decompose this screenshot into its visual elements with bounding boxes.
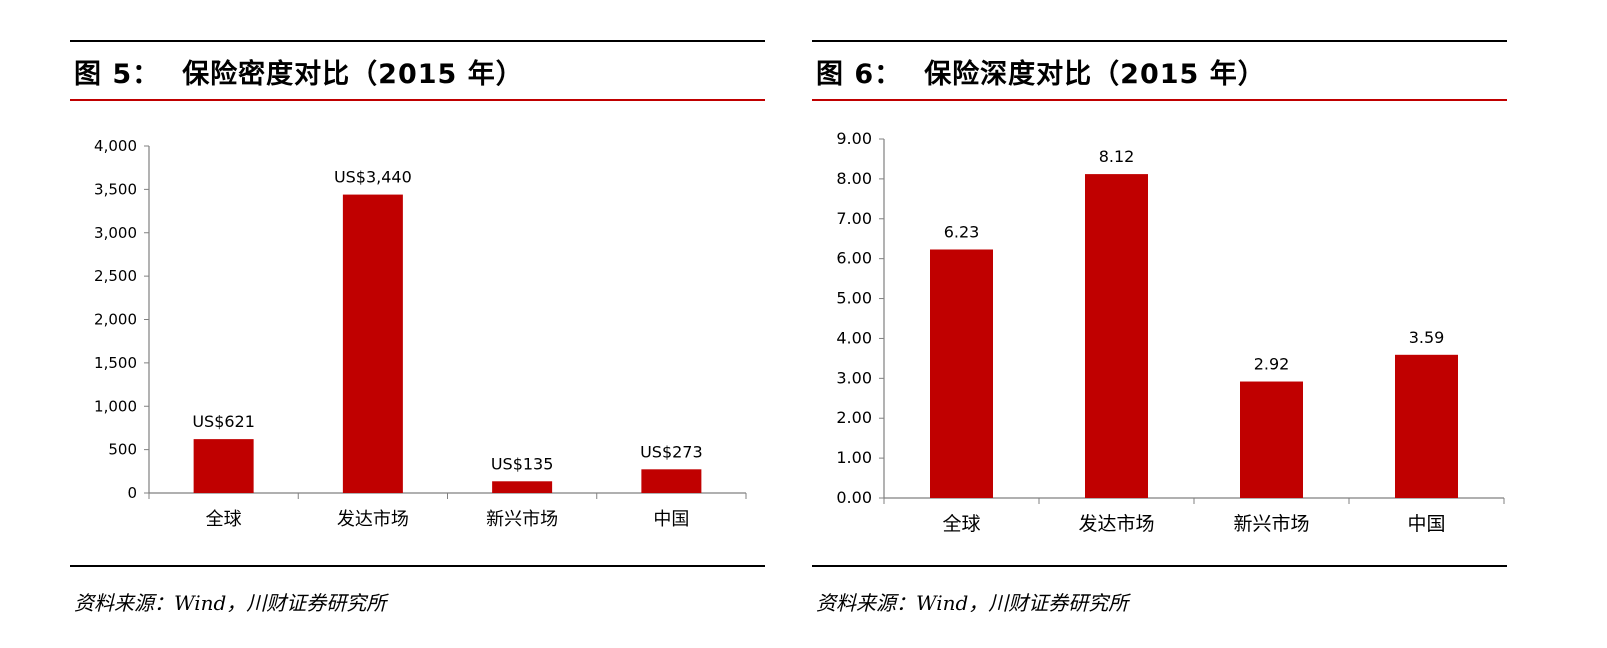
figure-title: 图 5： 保险密度对比（2015 年） [74, 52, 524, 91]
figure-title-text: 保险深度对比（2015 年） [924, 59, 1266, 90]
data-label: US$621 [192, 412, 255, 431]
source-note: 资料来源：Wind，川财证券研究所 [74, 591, 387, 615]
data-label: 6.23 [944, 222, 980, 241]
insurance-density-chart: 0 500 1,000 1,500 2,000 2,500 3,000 3,500 4,000 U… [94, 137, 747, 530]
bar [641, 469, 702, 493]
bar [930, 249, 993, 498]
figure-number: 图 6： [816, 59, 903, 90]
y-tick-label: 5.00 [836, 289, 872, 308]
x-category-label: 发达市场 [1078, 513, 1154, 535]
y-tick-label: 2,000 [94, 311, 137, 329]
y-tick-label: 1,500 [94, 354, 137, 372]
top-rule [812, 40, 1507, 42]
y-tick-label: 2,500 [94, 267, 137, 285]
x-category-label: 新兴市场 [486, 509, 558, 530]
title-underline [812, 99, 1507, 101]
data-label: 2.92 [1254, 355, 1290, 374]
title-underline [70, 99, 765, 101]
x-category-label: 全球 [942, 513, 980, 535]
x-category-label: 新兴市场 [1233, 513, 1309, 535]
y-tick-label: 9.00 [836, 129, 872, 148]
y-tick-label: 7.00 [836, 209, 872, 228]
x-category-label: 全球 [206, 509, 242, 530]
y-tick-label: 3.00 [836, 368, 872, 387]
data-label: US$3,440 [334, 168, 412, 187]
y-tick-label: 3,500 [94, 180, 137, 198]
x-category-label: 中国 [653, 509, 689, 530]
y-tick-label: 2.00 [836, 408, 872, 427]
bar [1395, 354, 1458, 498]
y-tick-label: 3,000 [94, 224, 137, 242]
source-note: 资料来源：Wind，川财证券研究所 [816, 591, 1129, 615]
x-category-label: 中国 [1407, 513, 1445, 535]
data-label: 8.12 [1099, 147, 1135, 166]
y-tick-label: 1,000 [94, 397, 137, 415]
bottom-rule [812, 565, 1507, 567]
bar [342, 194, 403, 493]
bar [492, 481, 553, 493]
y-tick-label: 8.00 [836, 169, 872, 188]
bar [193, 439, 254, 493]
y-tick-label: 0.00 [836, 488, 872, 507]
y-tick-label: 500 [108, 441, 137, 459]
y-tick-label: 4,000 [94, 137, 137, 155]
figure-number: 图 5： [74, 59, 161, 90]
figure-title-text: 保险密度对比（2015 年） [182, 59, 524, 90]
bar [1240, 381, 1303, 498]
bar [1085, 174, 1148, 498]
figure-6-panel: 图 6： 保险深度对比（2015 年） 0.00 1.00 2.00 3.00 4.00 5… [812, 0, 1507, 648]
data-label: US$273 [640, 442, 703, 461]
y-tick-label: 0 [127, 484, 137, 502]
data-label: US$135 [491, 454, 554, 473]
x-category-label: 发达市场 [337, 509, 409, 530]
data-label: 3.59 [1409, 328, 1445, 347]
y-tick-label: 1.00 [836, 448, 872, 467]
insurance-depth-chart: 0.00 1.00 2.00 3.00 4.00 5.00 6.00 7.00 8.00 9.00… [836, 129, 1505, 535]
bottom-rule [70, 565, 765, 567]
y-tick-label: 6.00 [836, 249, 872, 268]
y-tick-label: 4.00 [836, 328, 872, 347]
figure-title: 图 6： 保险深度对比（2015 年） [816, 52, 1266, 91]
top-rule [70, 40, 765, 42]
figure-5-panel: 图 5： 保险密度对比（2015 年） 0 500 1,000 1,500 2,000 2,… [70, 0, 765, 648]
